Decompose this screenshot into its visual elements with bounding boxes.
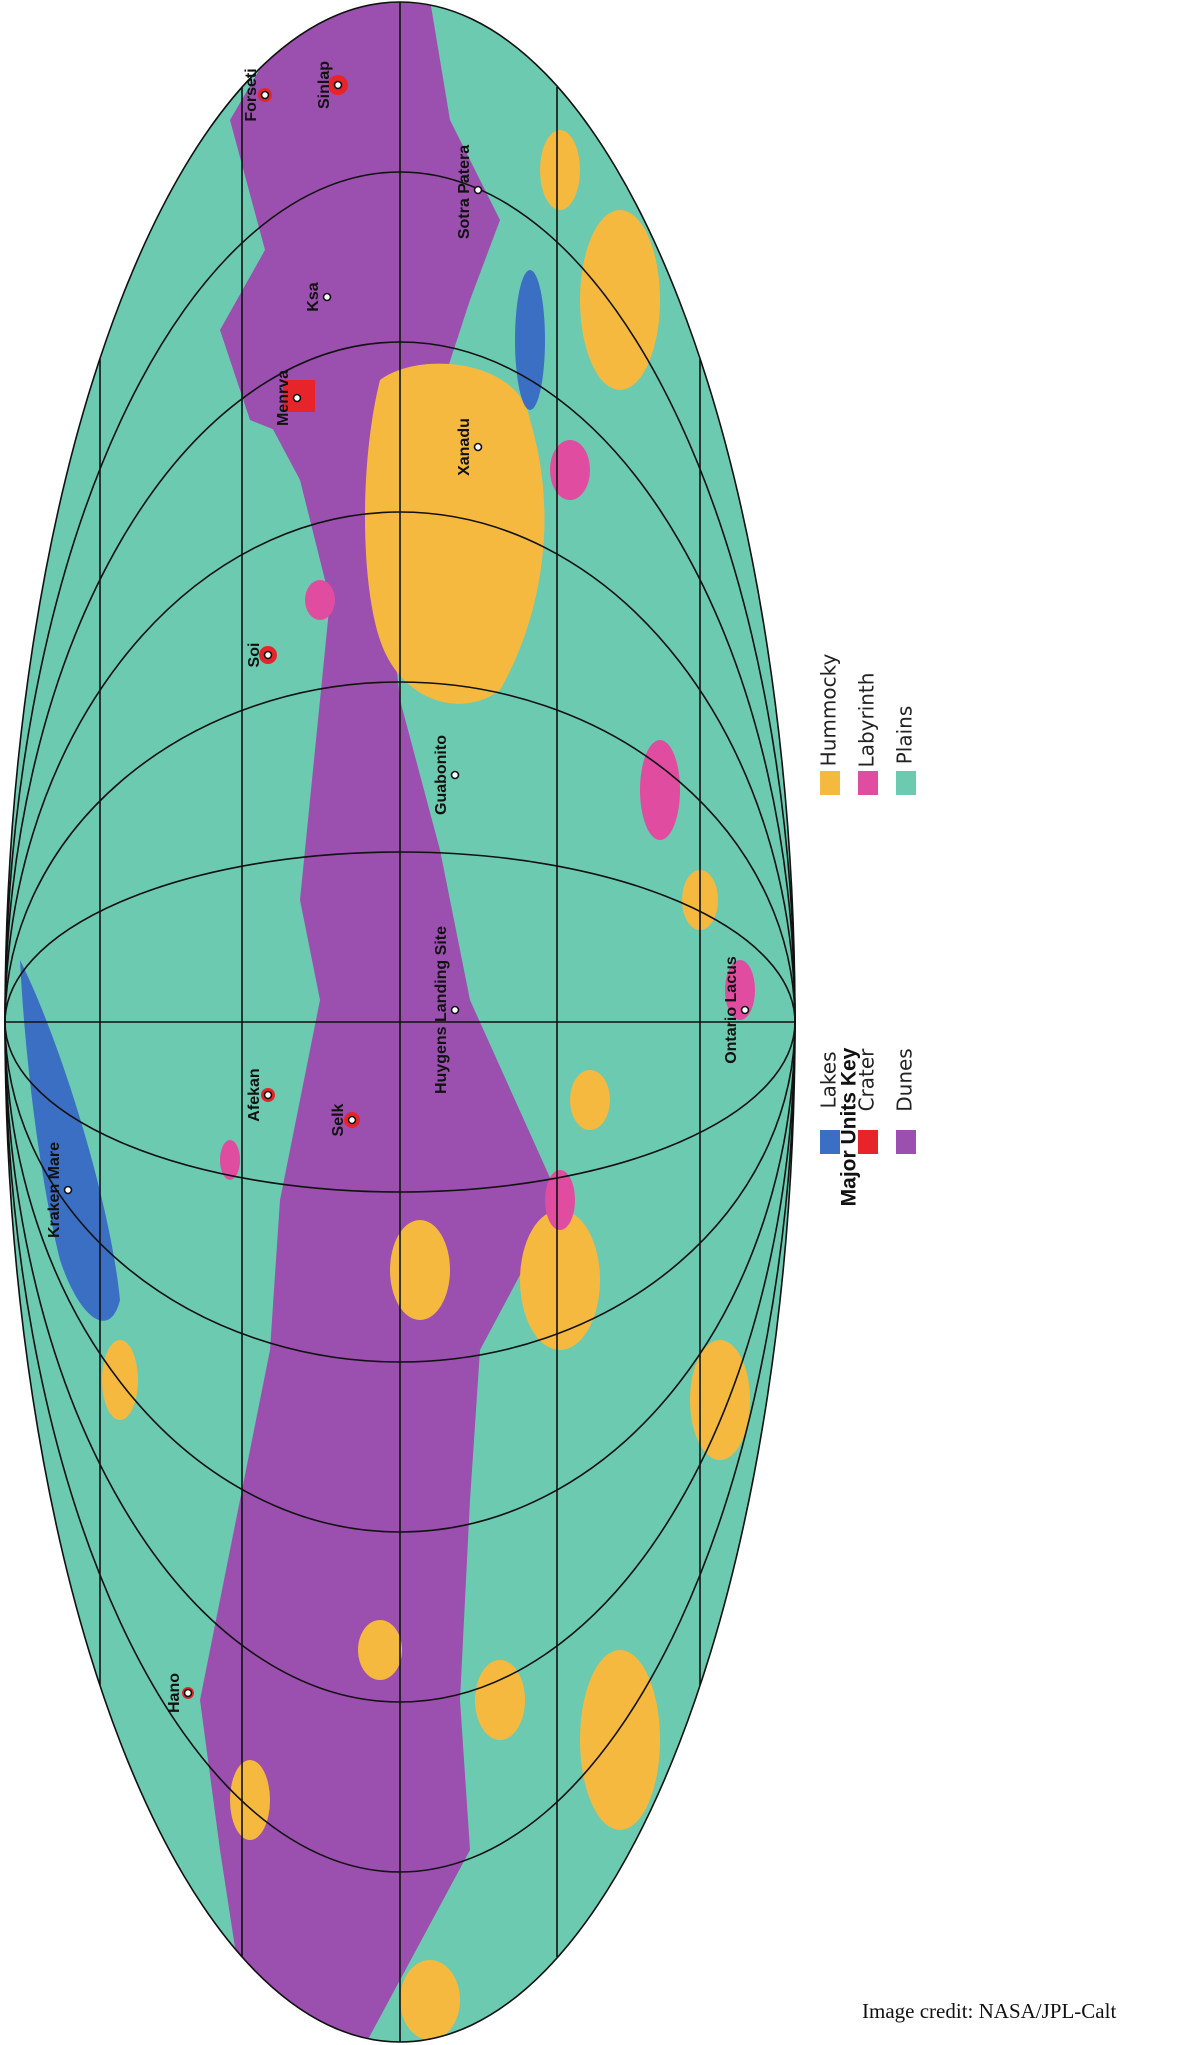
place-marker <box>260 90 270 100</box>
image-credit: Image credit: NASA/JPL-Calt <box>862 1999 1116 2023</box>
place-marker <box>333 80 343 90</box>
legend-label: Dunes <box>893 1048 917 1111</box>
place-marker <box>63 1185 73 1195</box>
place-label: Ksa <box>305 282 322 311</box>
place-label: Ontario Lacus <box>723 956 740 1064</box>
legend-label: Crater <box>855 1048 879 1112</box>
hummocky-regions <box>102 130 750 2040</box>
place-marker <box>292 393 302 403</box>
labyrinth-regions <box>220 440 755 1230</box>
place-label: Forseti <box>243 68 260 121</box>
legend-label: Plains <box>893 706 917 765</box>
legend-swatch <box>896 1130 916 1154</box>
legend-swatch <box>896 771 916 795</box>
legend-label: Labyrinth <box>855 673 879 768</box>
place-marker <box>473 185 483 195</box>
place-label: Guabonito <box>433 735 450 815</box>
legend: Major Units Key Lakes Crater Dunes Hummo… <box>817 654 917 1207</box>
place-label: Kraken Mare <box>46 1142 63 1238</box>
legend-label: Lakes <box>817 1052 841 1109</box>
graticule <box>4 1 796 2043</box>
place-marker <box>473 442 483 452</box>
legend-swatch <box>820 771 840 795</box>
legend-label: Hummocky <box>817 654 841 767</box>
place-label: Sotra Patera <box>456 145 473 239</box>
place-label: Sinlap <box>316 61 333 109</box>
place-label: Huygens Landing Site <box>433 926 450 1094</box>
legend-title: Major Units Key <box>838 1047 861 1206</box>
place-label: Menrva <box>275 370 292 426</box>
place-label: Soi <box>246 643 263 668</box>
place-marker <box>740 1005 750 1015</box>
place-marker <box>450 1005 460 1015</box>
place-marker <box>347 1115 357 1125</box>
place-marker <box>263 650 273 660</box>
place-label: Hano <box>166 1673 183 1713</box>
place-label: Selk <box>330 1103 347 1136</box>
legend-swatch <box>820 1130 840 1154</box>
place-labels: Forseti Sinlap Sotra Patera Ksa Menrva X… <box>46 61 750 1713</box>
place-label: Xanadu <box>456 418 473 476</box>
place-label: Afekan <box>246 1068 263 1121</box>
place-marker <box>183 1688 193 1698</box>
place-marker <box>322 292 332 302</box>
place-marker <box>450 770 460 780</box>
place-marker <box>263 1090 273 1100</box>
legend-swatch <box>858 771 878 795</box>
legend-swatch <box>858 1130 878 1154</box>
